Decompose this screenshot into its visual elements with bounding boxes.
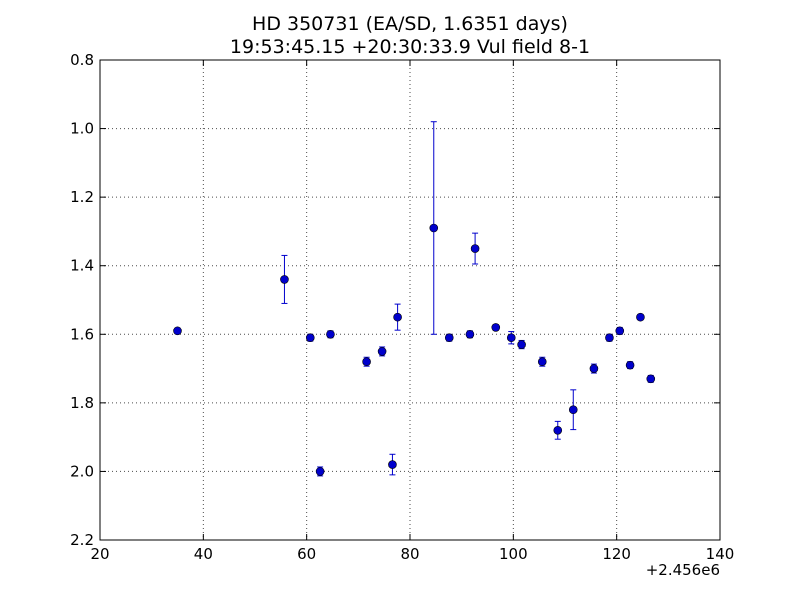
x-tick-label: 80 [400, 545, 419, 563]
data-point [517, 340, 526, 349]
data-point [388, 460, 397, 469]
data-point [465, 329, 475, 339]
data-point [326, 329, 335, 339]
data-point [589, 364, 599, 373]
data-point [280, 275, 289, 284]
grid-lines [100, 60, 720, 540]
x-offset-label: +2.456e6 [646, 561, 720, 579]
data-point [315, 467, 325, 476]
y-tick-label: 1.6 [70, 325, 94, 343]
x-tick-label: 140 [706, 545, 735, 563]
data-point [615, 326, 625, 336]
chart-subtitle: 19:53:45.15 +20:30:33.9 Vul field 8-1 [230, 36, 590, 58]
x-tick-label: 20 [90, 545, 109, 563]
data-points [173, 121, 656, 477]
data-point [605, 333, 614, 343]
data-point [491, 323, 501, 332]
data-point [305, 333, 315, 343]
chart-title: HD 350731 (EA/SD, 1.6351 days) [252, 13, 568, 35]
data-point [362, 357, 371, 367]
y-tick-label: 0.8 [70, 51, 94, 69]
data-point [568, 405, 578, 415]
x-tick-label: 40 [194, 545, 213, 563]
data-point [429, 223, 439, 233]
x-tick-label: 120 [602, 545, 631, 563]
data-point [646, 374, 656, 384]
y-tick-label: 1.2 [70, 188, 94, 206]
y-tick-label: 1.0 [70, 120, 94, 138]
data-point [506, 333, 516, 343]
data-point [537, 357, 547, 367]
data-point [444, 333, 454, 343]
y-tick-label: 1.8 [70, 394, 94, 412]
data-point [470, 244, 480, 253]
data-point [553, 425, 563, 435]
data-point [636, 312, 645, 322]
y-tick-label: 2.2 [70, 531, 94, 549]
x-tick-label: 60 [297, 545, 316, 563]
data-point [377, 347, 387, 356]
data-point [393, 312, 402, 322]
axes: 20 40 60 80 100 120 140 0.8 1.0 1.2 1.4 1.6 1.8 2.0 2.… [70, 51, 734, 563]
x-tick-label: 100 [499, 545, 528, 563]
y-tick-label: 2.0 [70, 462, 94, 480]
plot-frame [99, 59, 721, 541]
data-point [173, 326, 182, 336]
y-tick-label: 1.4 [70, 257, 94, 275]
data-point [625, 360, 635, 370]
